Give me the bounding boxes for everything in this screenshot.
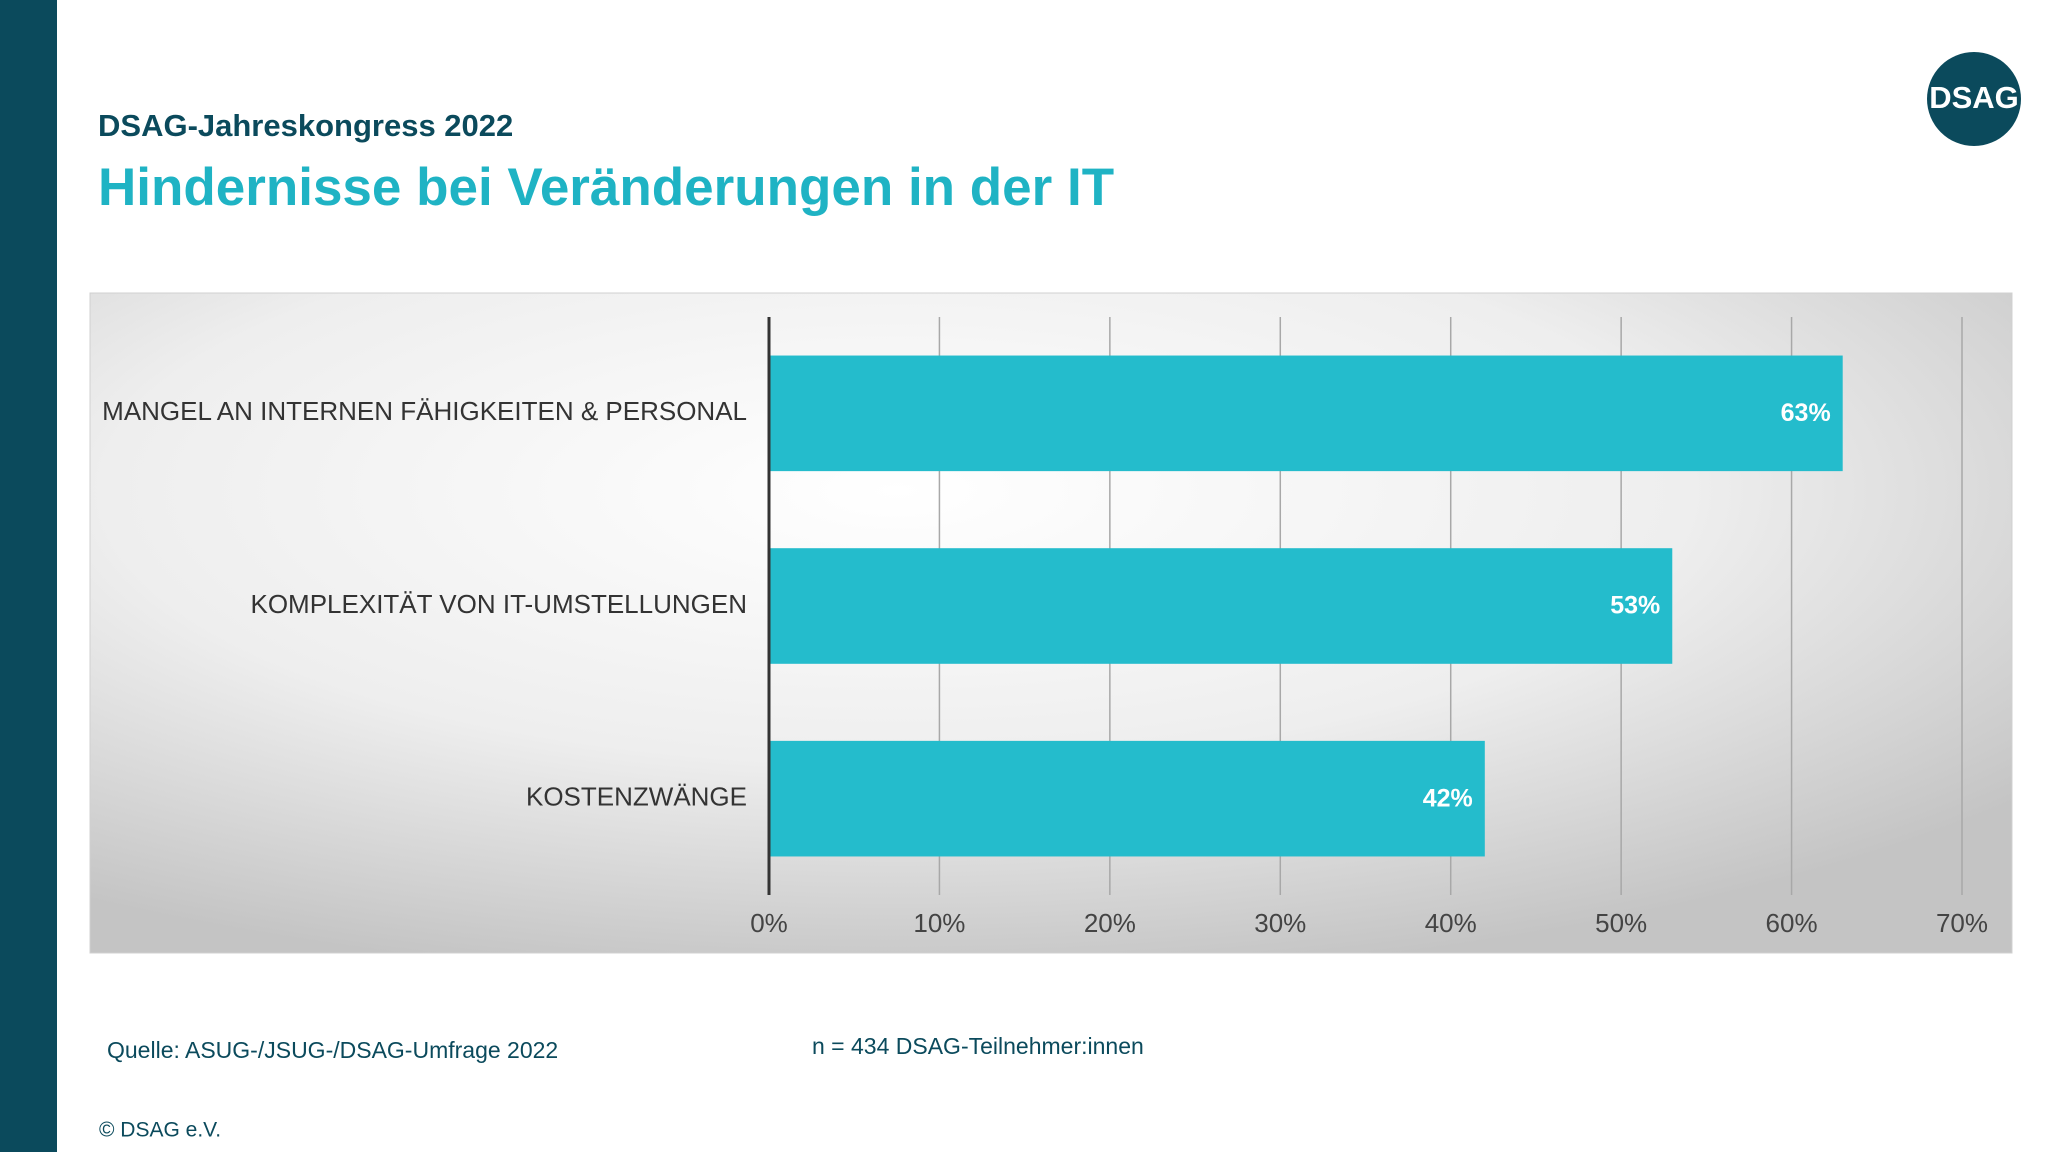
note: n = 434 DSAG-Teilnehmer:innen (812, 1033, 1144, 1059)
bar (769, 740, 1485, 857)
side-bar (0, 0, 57, 1152)
bar (769, 548, 1673, 664)
y-tick-label: MANGEL AN INTERNEN FÄHIGKEITEN & PERSONA… (102, 396, 747, 426)
plot: 0% 10% 20% 30% 40% 50% 60% 70% MANGEL AN INTERNE… (102, 317, 1988, 938)
x-tick-label: 30% (1254, 908, 1306, 938)
value-label: 42% (1423, 784, 1473, 812)
copyright: © DSAG e.V. (99, 1119, 221, 1142)
x-tick-label: 70% (1936, 908, 1988, 938)
x-tick-label: 0% (750, 908, 788, 938)
logo (1927, 52, 2021, 146)
x-tick-label: 20% (1084, 908, 1136, 938)
source: Quelle: ASUG-/JSUG-/DSAG-Umfrage 2022 (107, 1037, 558, 1063)
x-tick-label: 40% (1425, 908, 1477, 938)
value-label: 63% (1781, 399, 1831, 427)
x-tick-label: 10% (913, 908, 965, 938)
chart-title: Hindernisse bei Veränderungen in der IT (98, 158, 1114, 217)
y-tick-label: KOMPLEXITÄT VON IT-UMSTELLUNGEN (250, 589, 747, 619)
x-tick-label: 50% (1595, 908, 1647, 938)
logo-text: DSAG (1929, 80, 2019, 115)
y-tick-label: KOSTENZWÄNGE (526, 782, 747, 812)
value-label: 53% (1610, 592, 1660, 620)
subtitle: DSAG-Jahreskongress 2022 (98, 108, 513, 143)
bar (769, 355, 1843, 472)
x-tick-label: 60% (1766, 908, 1818, 938)
